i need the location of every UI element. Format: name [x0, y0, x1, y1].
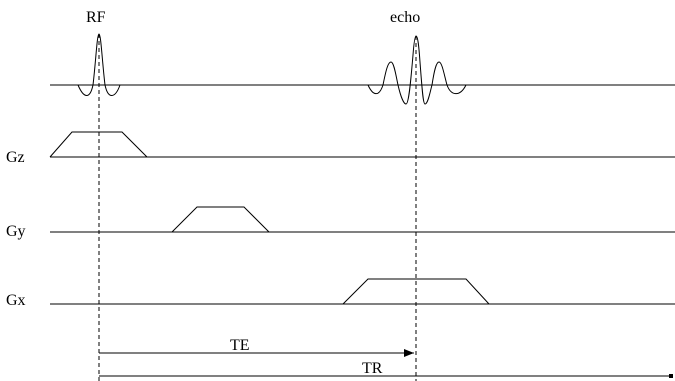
gz-label: Gz — [6, 149, 25, 166]
echo-signal — [367, 35, 467, 105]
gx-label: Gx — [6, 292, 26, 309]
gy-label: Gy — [6, 223, 26, 240]
echo-label: echo — [390, 9, 420, 26]
gy-gradient-pulse — [171, 206, 270, 233]
tr-label: TR — [362, 360, 383, 377]
gx-gradient-pulse — [342, 278, 490, 305]
tr-arrow-end — [669, 374, 673, 378]
te-label: TE — [230, 337, 250, 354]
rf-label: RF — [86, 9, 106, 26]
gz-gradient-pulse — [49, 131, 148, 158]
